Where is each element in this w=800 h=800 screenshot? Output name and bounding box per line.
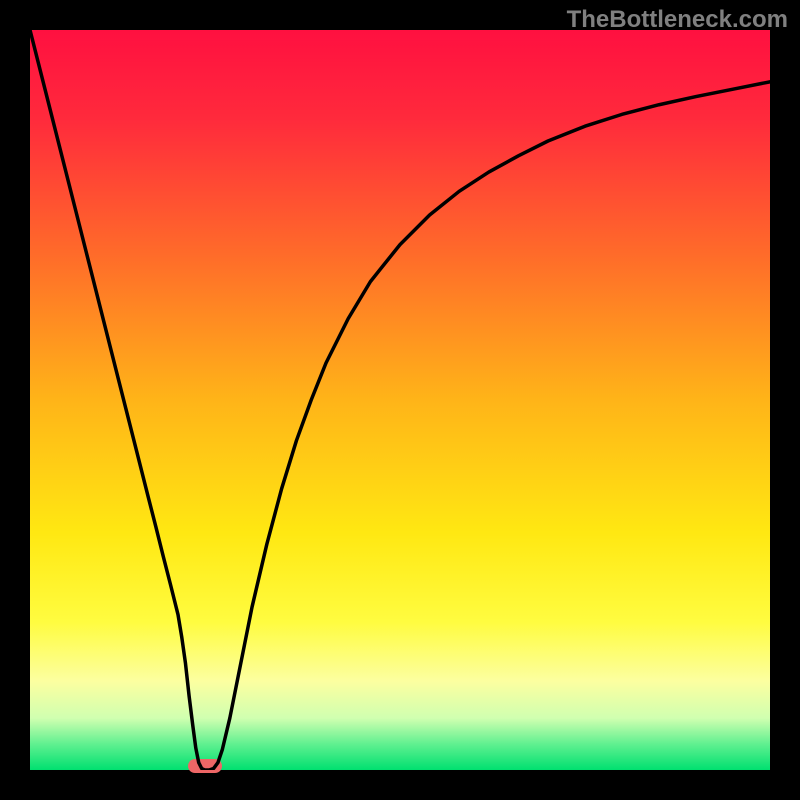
bottleneck-curve bbox=[30, 30, 770, 770]
plot-area bbox=[30, 30, 770, 770]
watermark-text: TheBottleneck.com bbox=[567, 6, 788, 34]
